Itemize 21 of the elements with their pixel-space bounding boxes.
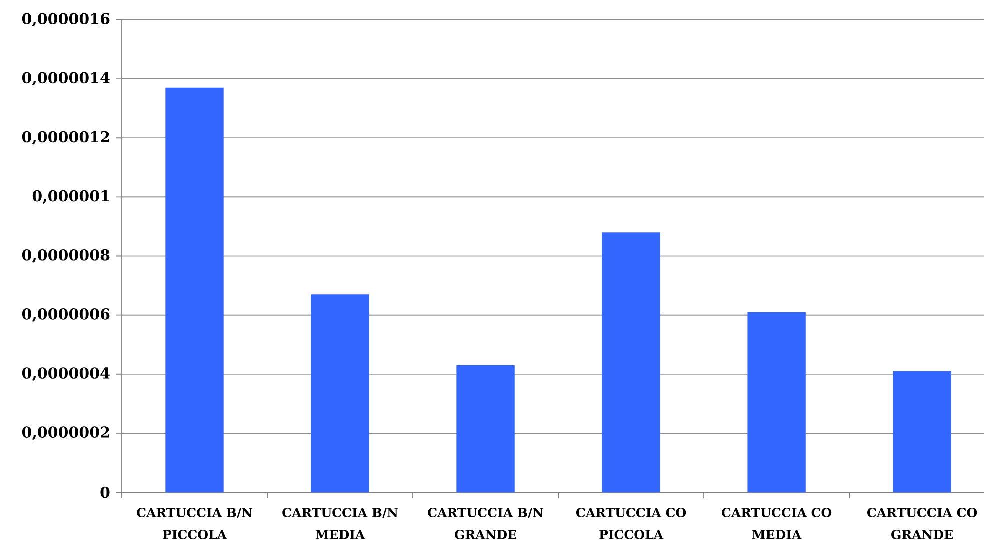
bar	[166, 88, 224, 492]
x-tick-label: CARTUCCIA CO GRANDE	[868, 508, 978, 540]
y-tick-label: 0,0000004	[22, 368, 110, 382]
y-tick-label: 0,0000014	[22, 72, 110, 86]
bar	[893, 371, 952, 492]
x-tick-label: CARTUCCIA B/N GRANDE	[428, 508, 544, 540]
bar	[748, 312, 806, 492]
x-tick-label: CARTUCCIA B/N PICCOLA	[137, 508, 252, 540]
y-tick-label: 0,0000016	[22, 13, 110, 27]
y-tick-label: 0,0000008	[22, 249, 110, 264]
x-tick-label: CARTUCCIA CO PICCOLA	[576, 508, 686, 540]
y-tick-label: 0,000001	[32, 190, 109, 204]
y-tick-label: 0,0000002	[22, 426, 110, 440]
bar	[311, 294, 370, 492]
x-tick-label: CARTUCCIA CO MEDIA	[722, 508, 832, 540]
y-tick-label: 0,0000012	[22, 131, 110, 145]
y-tick-label: 0,0000006	[22, 308, 110, 322]
bar	[456, 366, 515, 492]
bar	[602, 232, 660, 492]
y-tick-label: 0	[100, 486, 110, 498]
x-tick-label: CARTUCCIA B/N MEDIA	[282, 508, 398, 540]
